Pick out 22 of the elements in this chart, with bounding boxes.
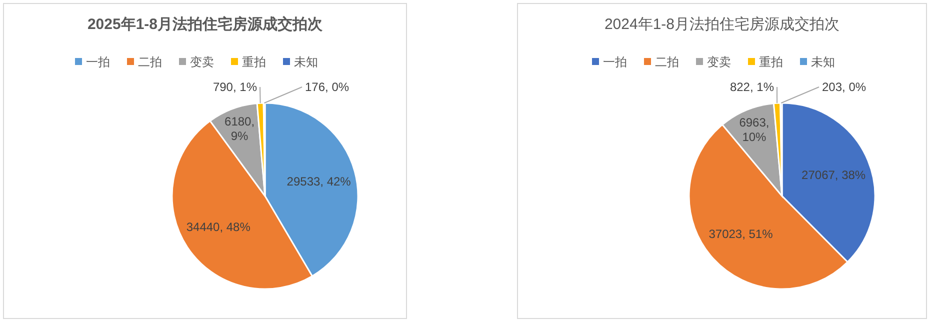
legend-label: 一拍 (603, 55, 627, 69)
legend-label: 变卖 (190, 55, 214, 69)
legend-label: 重拍 (242, 55, 266, 69)
chart-title: 2024年1-8月法拍住宅房源成交拍次 (604, 16, 840, 33)
data-label: 203, 0% (822, 80, 866, 94)
data-label: 37023, 51% (708, 226, 774, 241)
data-label: 6963, 10% (739, 116, 770, 144)
legend-label: 一拍 (86, 55, 110, 69)
legend-label: 二拍 (138, 55, 162, 69)
legend-label: 未知 (811, 55, 835, 69)
data-label: 790, 1% (212, 80, 258, 94)
data-label: 34440, 48% (186, 220, 251, 234)
legend-label: 变卖 (707, 55, 731, 69)
data-label: 176, 0% (305, 80, 350, 94)
data-label: 29533, 42% (286, 174, 352, 189)
chart-title: 2025年1-8月法拍住宅房源成交拍次 (87, 15, 324, 33)
data-label: 27067, 38% (802, 168, 866, 182)
legend-label: 重拍 (759, 55, 783, 69)
legend-label: 未知 (294, 55, 318, 69)
data-label: 6180, 9% (224, 114, 255, 144)
legend-label: 二拍 (655, 55, 679, 69)
data-label: 822, 1% (730, 80, 774, 94)
